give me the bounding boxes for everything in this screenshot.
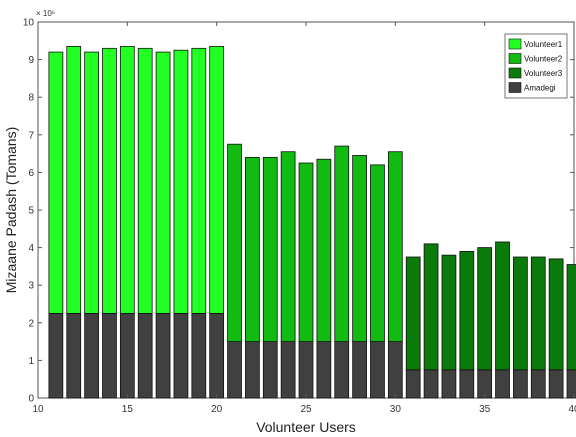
bar-segment-volunteer1 <box>191 47 207 314</box>
bar-segment-volunteer2 <box>280 151 296 343</box>
bar-segment-volunteer2 <box>334 145 350 343</box>
bar-segment-volunteer1 <box>137 47 153 314</box>
bar-segment-amadegi <box>387 341 403 399</box>
bar-segment-amadegi <box>48 312 64 399</box>
bar-segment-volunteer3 <box>513 256 528 371</box>
bar-segment-amadegi <box>102 312 117 399</box>
legend: Volunteer1 Volunteer2 Volunteer3 Amadegi <box>504 33 568 99</box>
legend-label: Volunteer1 <box>524 40 563 49</box>
bar-segment-volunteer2 <box>387 151 403 343</box>
y-tick-label: 4 <box>28 243 34 254</box>
bar-segment-volunteer3 <box>441 254 457 371</box>
bar-segment-volunteer3 <box>548 258 564 371</box>
bar-segment-volunteer3 <box>495 241 510 371</box>
bar-segment-volunteer1 <box>173 49 189 314</box>
bar-segment-amadegi <box>405 369 421 399</box>
bar-segment-amadegi <box>227 341 242 399</box>
legend-swatch <box>508 67 522 79</box>
x-tick-label: 10 <box>32 404 44 415</box>
bar-segment-volunteer2 <box>245 156 260 343</box>
bar-segment-amadegi <box>441 369 457 399</box>
bar-segment-amadegi <box>352 341 367 399</box>
y-axis-title: Mizaane Padash (Tomans) <box>3 127 19 294</box>
bar-segment-amadegi <box>423 369 439 399</box>
bar-segment-volunteer3 <box>477 247 493 371</box>
bar-segment-amadegi <box>209 312 225 399</box>
x-tick-label: 40 <box>568 404 576 415</box>
bar-segment-volunteer1 <box>155 51 171 314</box>
bar-segment-volunteer1 <box>84 51 99 314</box>
bar-segment-volunteer3 <box>566 264 576 371</box>
bar-segment-volunteer2 <box>227 143 242 342</box>
x-ticks: 10 15 20 25 30 35 40 <box>32 22 576 415</box>
bar-segment-amadegi <box>334 341 350 399</box>
bar-segment-amadegi <box>245 341 260 399</box>
bar-segment-volunteer1 <box>102 47 117 314</box>
legend-label: Volunteer2 <box>524 55 563 64</box>
x-axis-title: Volunteer Users <box>256 419 356 435</box>
bar-segment-amadegi <box>66 312 82 399</box>
bar-segment-amadegi <box>530 369 546 399</box>
bar-segment-volunteer2 <box>352 155 367 342</box>
bar-segment-amadegi <box>495 369 510 399</box>
y-tick-label: 7 <box>28 130 34 141</box>
bar-segment-volunteer1 <box>66 46 82 314</box>
y-tick-label: 9 <box>28 55 34 66</box>
y-tick-label: 1 <box>28 356 34 367</box>
bar-segment-volunteer3 <box>530 256 546 371</box>
y-tick-label: 10 <box>23 18 35 29</box>
y-tick-label: 8 <box>28 93 34 104</box>
bar-segment-amadegi <box>173 312 189 399</box>
bar-segment-amadegi <box>119 312 135 399</box>
bars <box>48 46 576 399</box>
y-exponent-label: × 10⁶ <box>36 9 55 18</box>
bar-segment-volunteer2 <box>370 164 385 343</box>
bar-segment-volunteer3 <box>423 243 439 371</box>
legend-swatch <box>508 53 522 64</box>
y-tick-label: 5 <box>28 206 34 217</box>
bar-segment-volunteer1 <box>119 46 135 314</box>
bar-segment-amadegi <box>298 341 314 399</box>
bar-segment-volunteer2 <box>298 162 314 343</box>
bar-segment-amadegi <box>316 341 332 399</box>
x-tick-label: 35 <box>479 404 491 415</box>
bar-segment-volunteer3 <box>459 250 475 371</box>
bar-segment-amadegi <box>513 369 528 399</box>
legend-label: Volunteer3 <box>524 69 563 78</box>
y-tick-label: 3 <box>28 281 34 292</box>
bar-segment-volunteer2 <box>316 158 332 343</box>
x-tick-label: 15 <box>122 404 134 415</box>
bar-segment-amadegi <box>370 341 385 399</box>
y-tick-label: 6 <box>28 168 34 179</box>
y-tick-label: 0 <box>28 394 34 405</box>
bar-segment-amadegi <box>84 312 99 399</box>
legend-swatch <box>508 82 522 93</box>
legend-label: Amadegi <box>524 84 556 93</box>
x-tick-label: 20 <box>211 404 223 415</box>
bar-segment-amadegi <box>262 341 278 399</box>
x-tick-label: 30 <box>390 404 402 415</box>
bar-segment-amadegi <box>137 312 153 399</box>
bar-segment-volunteer1 <box>48 51 64 314</box>
bar-segment-volunteer3 <box>405 256 421 371</box>
legend-swatch <box>508 38 522 50</box>
bar-segment-amadegi <box>280 341 296 399</box>
x-tick-label: 25 <box>300 404 312 415</box>
y-tick-label: 2 <box>28 318 34 329</box>
bar-segment-amadegi <box>155 312 171 399</box>
bar-segment-amadegi <box>566 369 576 399</box>
bar-segment-amadegi <box>459 369 475 399</box>
bar-segment-amadegi <box>477 369 493 399</box>
bar-segment-amadegi <box>191 312 207 399</box>
bar-segment-amadegi <box>548 369 564 399</box>
bar-segment-volunteer2 <box>262 156 278 343</box>
bar-segment-volunteer1 <box>209 46 225 314</box>
